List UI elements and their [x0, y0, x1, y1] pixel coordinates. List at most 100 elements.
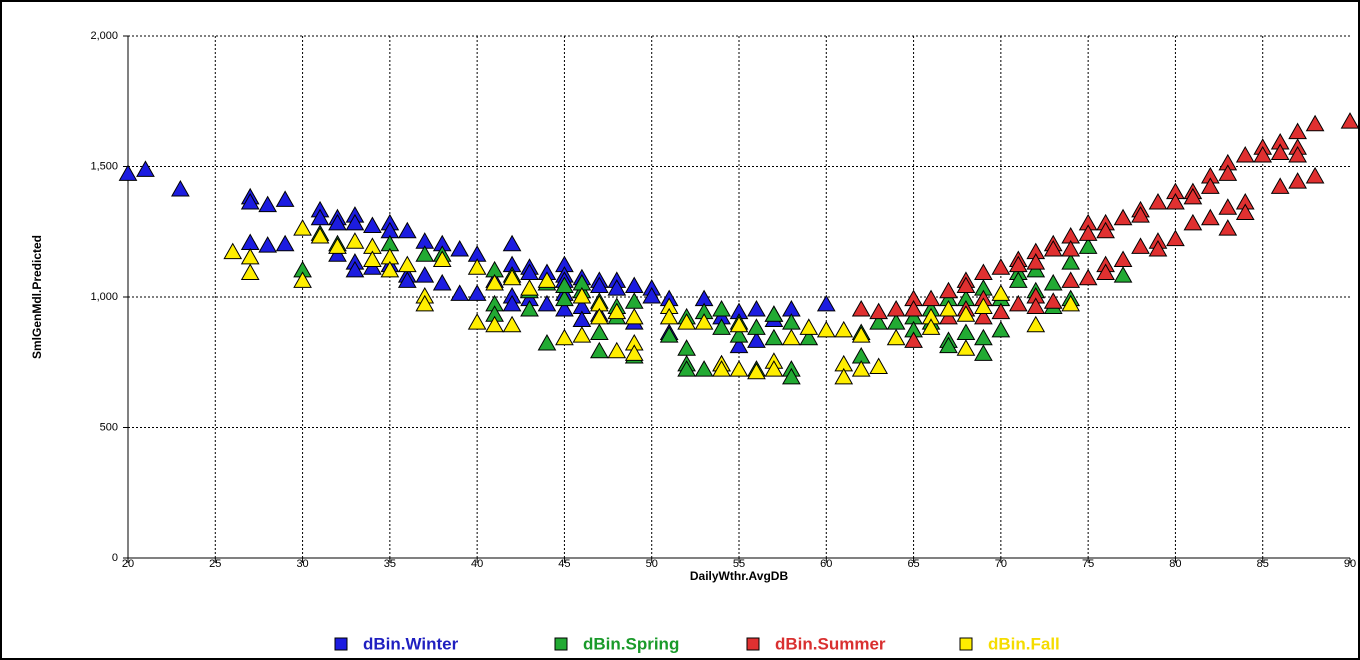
- triangle-marker: [1183, 213, 1203, 231]
- triangle-marker: [467, 313, 487, 330]
- triangle-marker: [363, 216, 382, 234]
- triangle-marker: [1026, 297, 1046, 314]
- triangle-marker: [1113, 266, 1133, 283]
- triangle-marker: [1043, 240, 1063, 257]
- triangle-marker: [904, 331, 923, 348]
- triangle-marker: [991, 258, 1011, 275]
- triangle-marker: [869, 357, 889, 374]
- triangle-marker: [1183, 187, 1203, 205]
- triangle-marker: [1218, 219, 1238, 236]
- triangle-marker: [869, 302, 889, 320]
- triangle-marker: [956, 276, 976, 294]
- triangle-marker: [694, 360, 714, 377]
- triangle-marker: [904, 300, 923, 317]
- triangle-marker: [782, 367, 801, 385]
- triangle-marker: [555, 300, 574, 317]
- triangle-marker: [293, 271, 312, 288]
- triangle-marker: [1043, 292, 1063, 309]
- triangle-marker: [921, 318, 941, 335]
- triangle-marker: [1270, 143, 1290, 160]
- triangle-marker: [659, 326, 679, 343]
- legend-label: dBin.Fall: [988, 634, 1060, 653]
- triangle-marker: [432, 273, 452, 291]
- triangle-marker: [485, 315, 504, 333]
- x-tick-label: 50: [646, 558, 658, 570]
- triangle-marker: [1078, 268, 1098, 286]
- triangle-marker: [328, 213, 347, 231]
- triangle-marker: [118, 164, 138, 181]
- triangle-marker: [677, 360, 696, 377]
- triangle-marker: [886, 328, 906, 346]
- y-axis-title: SmlGenMdl.Predicted: [30, 235, 44, 359]
- triangle-marker: [1043, 273, 1063, 291]
- triangle-marker: [624, 307, 644, 325]
- triangle-marker: [1061, 271, 1081, 288]
- triangle-marker: [467, 258, 487, 275]
- triangle-marker: [1305, 166, 1325, 184]
- triangle-marker: [939, 300, 958, 317]
- triangle-marker: [589, 323, 609, 341]
- triangle-marker: [642, 286, 662, 304]
- triangle-marker: [240, 193, 260, 210]
- triangle-marker: [310, 226, 330, 244]
- triangle-marker: [834, 367, 854, 385]
- x-tick-label: 60: [820, 558, 832, 570]
- triangle-marker: [450, 284, 470, 301]
- triangle-marker: [1008, 294, 1028, 312]
- series: [223, 219, 1081, 385]
- triangle-marker: [659, 307, 679, 325]
- series: [851, 112, 1360, 348]
- triangle-marker: [275, 234, 295, 252]
- triangle-marker: [502, 234, 522, 252]
- triangle-marker: [397, 271, 417, 288]
- triangle-marker: [939, 281, 958, 299]
- triangle-marker: [1235, 146, 1255, 163]
- x-tick-label: 20: [122, 558, 134, 570]
- triangle-marker: [1078, 224, 1098, 241]
- x-tick-label: 85: [1257, 558, 1269, 570]
- triangle-marker: [921, 289, 941, 307]
- triangle-marker: [694, 313, 714, 330]
- triangle-marker: [555, 328, 574, 346]
- x-tick-label: 45: [558, 558, 570, 570]
- triangle-marker: [1131, 206, 1150, 223]
- triangle-marker: [1305, 114, 1325, 132]
- triangle-marker: [1148, 240, 1168, 257]
- triangle-marker: [1061, 253, 1081, 270]
- triangle-marker: [555, 276, 574, 294]
- triangle-marker: [851, 300, 871, 317]
- x-axis-title: DailyWthr.AvgDB: [690, 569, 789, 583]
- x-tick-label: 70: [995, 558, 1007, 570]
- triangle-marker: [782, 328, 801, 346]
- triangle-marker: [240, 263, 260, 281]
- triangle-marker: [956, 339, 976, 356]
- y-tick-label: 1,500: [90, 160, 118, 172]
- x-tick-label: 80: [1169, 558, 1181, 570]
- triangle-marker: [555, 289, 574, 307]
- triangle-marker: [397, 255, 417, 273]
- legend-label: dBin.Summer: [775, 634, 886, 653]
- triangle-marker: [677, 313, 696, 330]
- triangle-marker: [816, 294, 836, 312]
- triangle-marker: [729, 360, 749, 377]
- triangle-marker: [520, 300, 539, 317]
- triangle-marker: [485, 273, 504, 291]
- triangle-marker: [502, 268, 522, 286]
- triangle-marker: [136, 160, 155, 177]
- x-tick-label: 90: [1344, 558, 1356, 570]
- legend-label: dBin.Spring: [583, 634, 679, 653]
- x-tick-label: 40: [471, 558, 483, 570]
- triangle-marker: [974, 297, 993, 314]
- triangle-marker: [258, 236, 278, 253]
- legend-swatch: [334, 637, 348, 651]
- triangle-marker: [991, 284, 1011, 301]
- triangle-marker: [345, 213, 365, 231]
- triangle-marker: [729, 326, 749, 343]
- triangle-marker: [502, 294, 522, 312]
- triangle-marker: [1200, 177, 1220, 194]
- triangle-marker: [1218, 198, 1238, 215]
- triangle-marker: [1061, 294, 1081, 312]
- triangle-marker: [275, 190, 295, 207]
